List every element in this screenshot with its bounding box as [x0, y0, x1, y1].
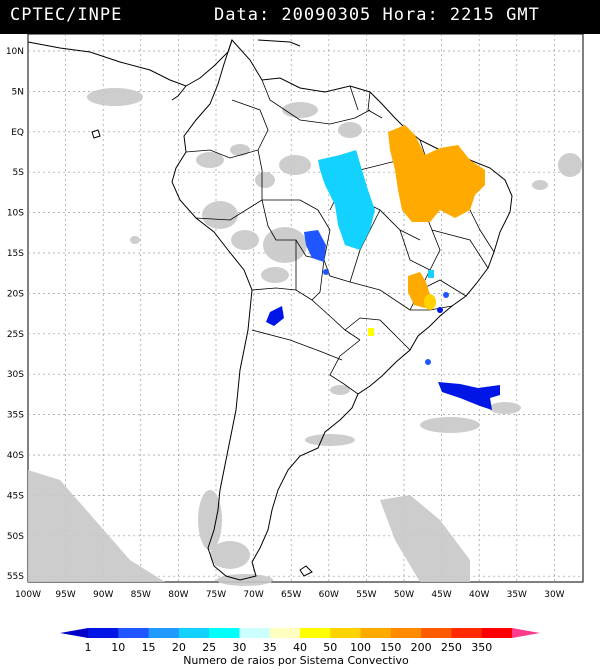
colorbar-swatch: [118, 628, 150, 638]
colorbar-label: 20: [172, 641, 186, 654]
colorbar-label: 35: [263, 641, 277, 654]
colorbar-swatch: [300, 628, 331, 638]
lon-tick-label: 50W: [394, 590, 414, 600]
colorbar-label: 350: [471, 641, 492, 654]
lon-tick-label: 100W: [15, 590, 41, 600]
lat-tick-label: 20S: [7, 289, 24, 299]
lon-tick-label: 35W: [507, 590, 527, 600]
lon-tick-label: 95W: [55, 590, 75, 600]
cyan-system-amazon: [318, 150, 375, 250]
colorbar-swatch: [451, 628, 483, 638]
colorbar-swatch: [360, 628, 392, 638]
longitude-labels: 100W 95W 90W 85W 80W 75W 70W 65W 60W 55W 50W 45W 40W…: [15, 590, 565, 600]
lon-tick-label: 65W: [281, 590, 301, 600]
colorbar-swatch: [269, 628, 301, 638]
colorbar-swatch: [390, 628, 422, 638]
lightning-systems: [266, 125, 500, 410]
colorbar-label: 15: [142, 641, 156, 654]
colorbar-swatch: [209, 628, 240, 638]
colorbar-swatch: [421, 628, 452, 638]
blue-system-chile: [266, 306, 284, 326]
blue-system-bolivia: [304, 230, 326, 262]
orange-system-northeast: [388, 125, 485, 222]
colorbar-swatch: [88, 628, 119, 638]
lon-tick-label: 40W: [469, 590, 489, 600]
lat-tick-label: 45S: [7, 491, 24, 501]
lat-tick-label: 30S: [7, 370, 24, 380]
lon-tick-label: 30W: [544, 590, 564, 600]
lon-tick-label: 60W: [319, 590, 339, 600]
lon-tick-label: 75W: [206, 590, 226, 600]
colorbar-label: 1: [85, 641, 92, 654]
lon-tick-label: 70W: [243, 590, 263, 600]
central-america-outline: [27, 39, 233, 87]
colorbar-swatch: [481, 628, 513, 638]
colorbar-low-arrow: [60, 628, 88, 638]
colorbar-label: 250: [441, 641, 462, 654]
lat-tick-label: 5S: [13, 168, 25, 178]
colorbar-label: 100: [350, 641, 371, 654]
colorbar-label: 10: [111, 641, 125, 654]
colorbar-high-arrow: [512, 628, 540, 638]
lat-tick-label: 25S: [7, 330, 24, 340]
lon-tick-label: 80W: [168, 590, 188, 600]
lat-tick-label: 40S: [7, 451, 24, 461]
colorbar-swatch: [178, 628, 210, 638]
graticule: [28, 34, 583, 582]
colorbar-title: Numero de raios por Sistema Convectivo: [183, 654, 409, 667]
lon-tick-label: 90W: [93, 590, 113, 600]
lon-tick-label: 85W: [131, 590, 151, 600]
lon-tick-label: 55W: [356, 590, 376, 600]
colorbar-label: 40: [293, 641, 307, 654]
lat-tick-label: 10S: [7, 209, 24, 219]
cloud-cover: [28, 88, 582, 586]
lon-tick-label: 45W: [431, 590, 451, 600]
blue-system-atlantic: [438, 382, 500, 410]
timestamp-label: Data: 20090305 Hora: 2215 GMT: [214, 5, 540, 25]
colorbar-label: 200: [411, 641, 432, 654]
lat-tick-label: 35S: [7, 411, 24, 421]
colorbar-label: 50: [323, 641, 337, 654]
lat-tick-label: 5N: [12, 87, 24, 97]
lat-tick-label: 10N: [6, 47, 24, 57]
latitude-labels: 10N 5N EQ 5S 10S 15S 20S 25S 30S 35S 40S 45S 50S 55S: [6, 47, 24, 582]
colorbar-label: 25: [202, 641, 216, 654]
colorbar-label: 150: [380, 641, 401, 654]
source-label: CPTEC/INPE: [10, 5, 123, 25]
lat-tick-label: EQ: [11, 128, 24, 138]
colorbar-label: 30: [232, 641, 246, 654]
map-frame: [27, 33, 584, 583]
lat-tick-label: 50S: [7, 532, 24, 542]
lat-tick-label: 55S: [7, 572, 24, 582]
colorbar-swatch: [148, 628, 180, 638]
cyan-small-system: [428, 270, 434, 278]
colorbar-swatch: [239, 628, 271, 638]
header-bar: CPTEC/INPE Data: 20090305 Hora: 2215 GMT: [0, 0, 600, 34]
colorbar-swatch: [330, 628, 362, 638]
lat-tick-label: 15S: [7, 249, 24, 259]
yellow-system-southeast: [424, 294, 436, 310]
colorbar: 1 10 15 20 25 30 35 40 50 100 150 200 250 350: [60, 628, 540, 654]
